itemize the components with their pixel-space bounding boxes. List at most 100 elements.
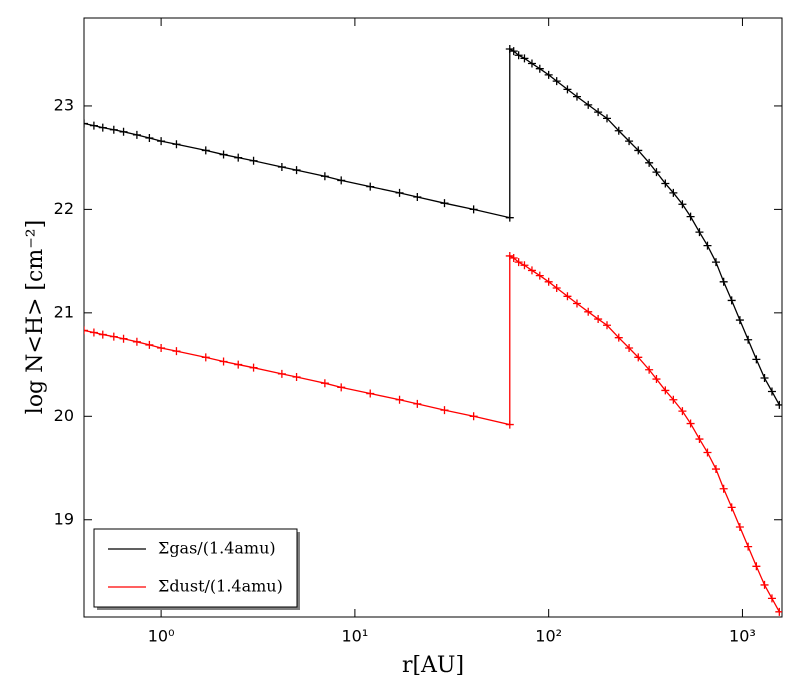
point-marker [603,114,612,123]
point-marker [201,146,210,155]
point-marker [366,182,375,191]
point-marker [172,140,181,149]
point-marker [201,353,210,362]
point-marker [505,420,514,429]
point-marker [157,344,166,353]
point-marker [572,299,581,308]
point-marker [703,241,712,250]
point-marker [634,353,643,362]
x-tick-label: 10¹ [341,627,368,646]
x-tick-label: 10² [535,627,562,646]
point-marker [89,328,98,337]
point-marker [544,277,553,286]
y-tick-label: 19 [54,509,74,528]
point-marker [413,192,422,201]
point-marker [661,179,670,188]
point-marker [509,254,518,263]
point-marker [767,594,776,603]
point-marker [413,399,422,408]
point-marker [645,365,654,374]
legend-label: Σgas/(1.4amu) [158,539,276,558]
point-marker [695,435,704,444]
point-marker [686,419,695,428]
point-marker [292,166,301,175]
point-marker [678,407,687,416]
point-marker [527,266,536,275]
point-marker [752,562,761,571]
point-marker [337,383,346,392]
point-marker [469,205,478,214]
point-marker [544,70,553,79]
point-marker [727,503,736,512]
point-marker [132,337,141,346]
point-marker [552,77,561,86]
point-marker [735,522,744,531]
point-marker [669,188,678,197]
point-marker [132,130,141,139]
point-marker [661,386,670,395]
point-marker [735,316,744,325]
point-marker [614,126,623,135]
point-marker [695,228,704,237]
y-axis-label: log N<H> [cm⁻²] [23,220,48,414]
point-marker [219,357,228,366]
point-marker [727,296,736,305]
point-marker [109,125,118,134]
y-tick-label: 21 [54,302,74,321]
point-marker [594,108,603,117]
point-marker [440,199,449,208]
point-marker [520,54,529,63]
point-marker [703,448,712,457]
point-marker [249,156,258,165]
point-marker [98,330,107,339]
point-marker [395,395,404,404]
point-marker [652,168,661,177]
point-marker [711,258,720,267]
point-marker [527,59,536,68]
legend [93,528,298,608]
point-marker [752,355,761,364]
point-marker [625,137,634,146]
point-marker [645,158,654,167]
point-marker [669,395,678,404]
point-marker [98,123,107,132]
point-marker [678,200,687,209]
point-marker [634,146,643,155]
point-marker [514,51,523,60]
point-marker [277,162,286,171]
point-marker [145,340,154,349]
y-tick-label: 20 [54,406,74,425]
y-tick-label: 23 [54,95,74,114]
point-marker [584,307,593,316]
point-marker [469,412,478,421]
point-marker [234,360,243,369]
series-line [84,47,780,406]
plot-frame [83,17,783,618]
point-marker [625,344,634,353]
point-marker [292,372,301,381]
point-marker [505,213,514,222]
point-marker [514,258,523,267]
point-marker [320,379,329,388]
point-marker [775,400,782,409]
point-marker [603,321,612,330]
point-marker [572,92,581,101]
point-marker [652,375,661,384]
point-marker [145,134,154,143]
point-marker [775,607,782,616]
point-marker [119,127,128,136]
point-marker [719,484,728,493]
x-tick-label: 10³ [729,627,756,646]
point-marker [686,212,695,221]
point-marker [711,465,720,474]
point-marker [594,315,603,324]
point-marker [767,387,776,396]
point-marker [84,326,88,335]
point-marker [249,363,258,372]
point-marker [552,284,561,293]
point-marker [395,188,404,197]
point-marker [584,100,593,109]
point-marker [760,374,769,383]
point-marker [535,271,544,280]
